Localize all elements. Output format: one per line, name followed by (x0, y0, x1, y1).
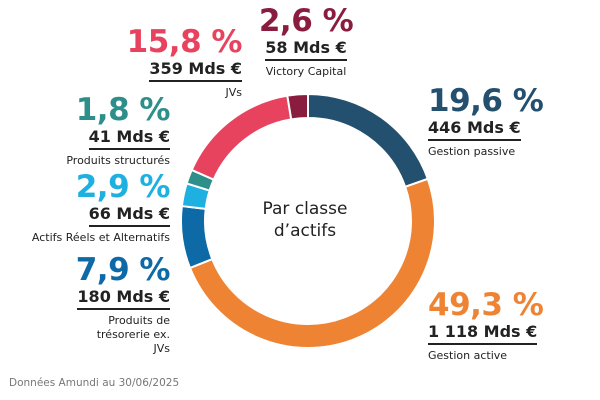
label-jvs: 15,8 % 359 Mds € JVs (100, 24, 243, 100)
percent-actifs-reels: 2,9 % (75, 169, 171, 205)
name-produits-structures: Produits structurés (66, 154, 170, 167)
donut-segment-produits-de-tr-sorerie-ex-jvs (180, 204, 214, 270)
percent-produits-tresorerie: 7,9 % (75, 252, 171, 288)
amount-victory-capital: 58 Mds € (265, 40, 347, 61)
amount-gestion-passive: 446 Mds € (428, 120, 521, 141)
donut-segment-victory-capital (286, 92, 309, 121)
name-actifs-reels: Actifs Réels et Alternatifs (31, 231, 170, 244)
amount-jvs: 359 Mds € (149, 61, 242, 82)
amount-produits-structures: 41 Mds € (88, 129, 170, 150)
percent-gestion-passive: 19,6 % (428, 83, 544, 119)
amount-produits-tresorerie: 180 Mds € (77, 289, 170, 310)
label-produits-tresorerie: 7,9 % 180 Mds € Produits de trésorerie e… (40, 252, 171, 355)
amount-actifs-reels: 66 Mds € (88, 206, 170, 227)
label-victory-capital: 2,6 % 58 Mds € Victory Capital (256, 6, 356, 79)
percent-gestion-active: 49,3 % (428, 287, 544, 323)
percent-produits-structures: 1,8 % (75, 92, 171, 128)
donut-segment-gestion-passive (307, 92, 430, 189)
name-gestion-passive: Gestion passive (428, 145, 516, 158)
name-jvs: JVs (225, 86, 243, 99)
name-victory-capital: Victory Capital (265, 65, 347, 78)
label-produits-structures: 1,8 % 41 Mds € Produits structurés (40, 95, 170, 168)
amount-gestion-active: 1 118 Mds € (428, 324, 538, 345)
percent-jvs: 15,8 % (126, 24, 243, 60)
percent-victory-capital: 2,6 % (258, 3, 354, 39)
label-gestion-active: 49,3 % 1 118 Mds € Gestion active (428, 290, 588, 363)
name-gestion-active: Gestion active (428, 349, 508, 362)
center-label-line-1: Par classe (262, 199, 348, 219)
source-note: Données Amundi au 30/06/2025 (9, 377, 180, 389)
name-produits-tresorerie: Produits de trésorerie ex. JVs (96, 314, 170, 355)
center-label: Par classe d’actifs (230, 198, 380, 242)
label-gestion-passive: 19,6 % 446 Mds € Gestion passive (428, 86, 588, 159)
donut-segment-jvs (190, 94, 293, 181)
center-label-line-2: d’actifs (273, 221, 337, 242)
label-actifs-reels: 2,9 % 66 Mds € Actifs Réels et Alternati… (10, 169, 171, 245)
